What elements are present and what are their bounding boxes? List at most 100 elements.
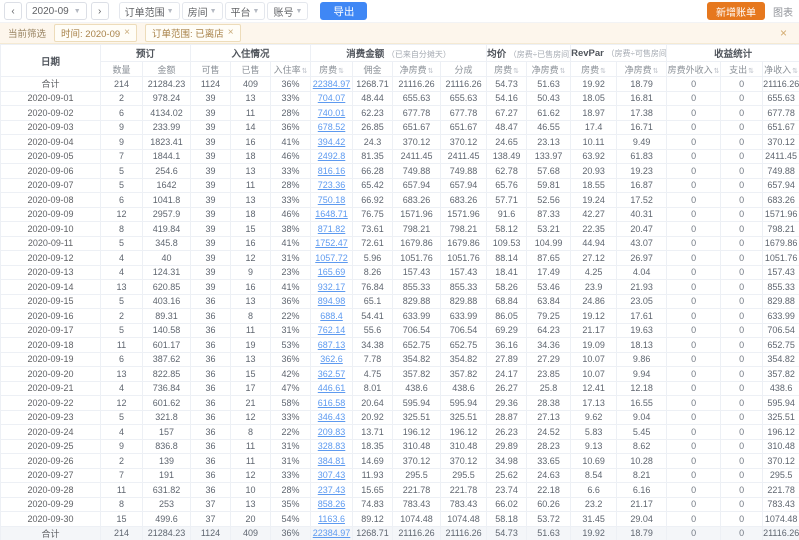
room-fee-link[interactable]: 723.36 xyxy=(317,180,346,191)
room-fee-link[interactable]: 616.58 xyxy=(317,397,346,408)
filter-tag-close-icon[interactable]: × xyxy=(124,27,131,38)
column-header-11[interactable]: 房费⇅ xyxy=(570,61,618,77)
column-header-13[interactable]: 房费外收入⇅ xyxy=(666,61,722,77)
value-cell: 310.48 xyxy=(392,438,442,454)
value-cell: 6.16 xyxy=(616,482,668,498)
room-fee-link[interactable]: 688.4 xyxy=(320,310,343,321)
value-cell: 655.63 xyxy=(440,90,488,106)
next-month-button[interactable]: › xyxy=(90,2,109,20)
value-cell: 9.49 xyxy=(616,134,668,150)
dropdown-2[interactable]: 平台 ▼ xyxy=(224,2,266,20)
value-cell: 0 xyxy=(666,264,722,280)
room-fee-link[interactable]: 704.07 xyxy=(317,93,346,104)
table-row: 2020-09-01 2 978.24 39 13 33% 704.07 48.44 655.6… xyxy=(0,90,799,106)
value-cell: 19.63 xyxy=(616,322,668,338)
value-cell: 325.51 xyxy=(392,409,442,425)
sort-icon[interactable]: ⇅ xyxy=(301,67,308,75)
dropdown-3[interactable]: 账号 ▼ xyxy=(267,2,309,20)
room-fee-link[interactable]: 328.83 xyxy=(317,441,346,452)
room-fee-link[interactable]: 1057.72 xyxy=(315,252,348,263)
column-header-12[interactable]: 净房费⇅ xyxy=(616,61,668,77)
room-fee-link[interactable]: 22384.97 xyxy=(312,528,351,539)
value-cell: 19.92 xyxy=(570,76,618,92)
value-cell: 39 xyxy=(190,119,232,135)
add-bill-button[interactable]: 新增账单 xyxy=(707,2,765,20)
column-header-4[interactable]: 入住率⇅ xyxy=(270,61,312,77)
room-fee-link[interactable]: 209.83 xyxy=(317,426,346,437)
filter-tag-0: 时间: 2020-09 × xyxy=(54,24,138,42)
room-fee-link[interactable]: 2492.8 xyxy=(317,151,346,162)
sort-icon[interactable]: ⇅ xyxy=(559,67,566,75)
room-fee-link[interactable]: 22384.97 xyxy=(312,78,351,89)
room-fee-link[interactable]: 165.69 xyxy=(317,267,346,278)
sort-icon[interactable]: ⇅ xyxy=(713,67,720,75)
room-fee-link[interactable]: 816.16 xyxy=(317,165,346,176)
room-fee-link[interactable]: 762.14 xyxy=(317,325,346,336)
sort-icon[interactable]: ⇅ xyxy=(652,67,659,75)
room-fee-link[interactable]: 750.18 xyxy=(317,194,346,205)
value-cell: 5 xyxy=(100,409,143,425)
table-row: 2020-09-28 11 631.82 36 10 28% 237.43 15.65 221.… xyxy=(0,482,799,498)
column-header-15[interactable]: 净收入⇅ xyxy=(762,61,799,77)
value-cell: 39 xyxy=(190,221,232,237)
room-fee-link[interactable]: 858.26 xyxy=(317,499,346,510)
sort-icon[interactable]: ⇅ xyxy=(792,67,799,75)
column-label: 房费 xyxy=(581,64,600,75)
room-fee-link[interactable]: 1648.71 xyxy=(315,209,348,220)
value-cell: 22% xyxy=(270,424,312,440)
value-cell: 233.99 xyxy=(141,119,192,135)
value-cell: 19.92 xyxy=(570,525,618,540)
room-fee-link[interactable]: 237.43 xyxy=(317,484,346,495)
room-fee-link[interactable]: 307.43 xyxy=(317,470,346,481)
column-header-9[interactable]: 房费⇅ xyxy=(486,61,528,77)
value-cell: 36 xyxy=(190,424,232,440)
column-header-7[interactable]: 净房费⇅ xyxy=(392,61,442,77)
date-cell: 2020-09-14 xyxy=(0,279,101,295)
room-fee-link[interactable]: 362.57 xyxy=(317,368,346,379)
room-fee-link[interactable]: 932.17 xyxy=(317,281,346,292)
sort-icon[interactable]: ⇅ xyxy=(748,67,755,75)
sort-icon[interactable]: ⇅ xyxy=(427,67,434,75)
dropdown-1[interactable]: 房间 ▼ xyxy=(181,2,223,20)
sort-icon[interactable]: ⇅ xyxy=(600,67,607,75)
value-cell: 31% xyxy=(270,250,312,266)
value-cell: 0 xyxy=(720,119,764,135)
value-cell: 9 xyxy=(230,264,272,280)
room-fee-link[interactable]: 446.61 xyxy=(317,383,346,394)
value-cell: 18.97 xyxy=(570,105,618,121)
room-fee-link[interactable]: 362.6 xyxy=(320,354,343,365)
prev-month-button[interactable]: ‹ xyxy=(4,2,22,20)
column-header-10[interactable]: 净房费⇅ xyxy=(526,61,572,77)
value-cell: 39 xyxy=(190,235,232,251)
column-label: 数量 xyxy=(112,64,131,75)
room-fee-link[interactable]: 740.01 xyxy=(317,107,346,118)
room-fee-link[interactable]: 346.43 xyxy=(317,412,346,423)
room-fee-link[interactable]: 871.82 xyxy=(317,223,346,234)
sort-icon[interactable]: ⇅ xyxy=(338,67,344,75)
room-fee-link[interactable]: 687.13 xyxy=(317,339,346,350)
filter-bar-close-icon[interactable]: × xyxy=(779,26,787,40)
value-cell: 4.04 xyxy=(616,264,668,280)
column-label: 净房费 xyxy=(531,64,559,75)
room-fee-link[interactable]: 1163.6 xyxy=(318,513,345,524)
value-cell: 12 xyxy=(230,409,272,425)
filter-tag-close-icon[interactable]: × xyxy=(227,27,234,38)
value-cell: 749.88 xyxy=(392,163,442,179)
sort-icon[interactable]: ⇅ xyxy=(513,67,519,75)
export-button[interactable]: 导出 xyxy=(320,2,368,20)
dropdown-0[interactable]: 订单范围 ▼ xyxy=(118,2,180,20)
room-fee-link[interactable]: 678.52 xyxy=(317,122,346,133)
filter-tag-text: 订单范围: 已离店 xyxy=(152,29,224,40)
chart-view-link[interactable]: 图表 xyxy=(773,7,793,19)
column-header-14[interactable]: 支出⇅ xyxy=(720,61,764,77)
value-cell: 0 xyxy=(666,119,722,135)
room-fee-link[interactable]: 394.42 xyxy=(317,136,346,147)
month-select[interactable]: 2020-09 ▼ xyxy=(26,2,87,20)
value-cell: 0 xyxy=(666,467,722,483)
room-fee-link[interactable]: 384.81 xyxy=(317,455,346,466)
column-header-5[interactable]: 房费⇅ xyxy=(310,61,354,77)
value-cell: 0 xyxy=(666,221,722,237)
room-fee-link[interactable]: 894.98 xyxy=(317,296,346,307)
value-cell: 33% xyxy=(270,90,312,106)
room-fee-link[interactable]: 1752.47 xyxy=(315,238,348,249)
